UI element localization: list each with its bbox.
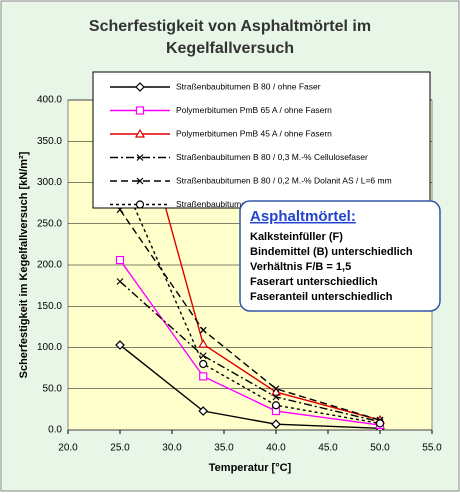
annotation-line: Kalksteinfüller (F) (250, 231, 343, 243)
x-tick-label: 50.0 (370, 443, 390, 454)
legend-label: Straßenbaubitumen B 80 / ohne Faser (176, 81, 321, 91)
y-tick-label: 200.0 (37, 260, 62, 271)
y-tick-label: 50.0 (43, 383, 63, 394)
legend-marker (135, 82, 145, 92)
chart-title: Scherfestigkeit von Asphaltmörtel im (89, 18, 371, 35)
y-tick-label: 350.0 (37, 136, 62, 147)
marker (199, 359, 208, 369)
y-tick-label: 150.0 (37, 301, 62, 312)
marker (271, 419, 281, 430)
marker (375, 419, 385, 428)
marker (115, 255, 125, 265)
x-tick-label: 35.0 (214, 443, 234, 454)
x-tick-label: 30.0 (162, 443, 182, 454)
marker (199, 326, 207, 334)
y-tick-label: 0.0 (48, 425, 62, 436)
y-tick-label: 250.0 (37, 218, 62, 229)
y-tick-label: 400.0 (37, 95, 62, 106)
series-line (119, 209, 381, 421)
x-tick-label: 25.0 (110, 443, 130, 454)
y-axis-label: Scherfestigkeit im Kegelfallversuch [kN/… (18, 151, 30, 378)
y-tick-label: 100.0 (37, 342, 62, 353)
annotation-line: Faserart unterschiedlich (250, 276, 378, 288)
chart-title: Kegelfallversuch (166, 40, 294, 57)
series-line (119, 280, 381, 423)
legend-marker (136, 177, 144, 185)
annotation-line: Verhältnis F/B = 1,5 (250, 261, 351, 273)
legend-label: Straßenbaubitumen B 80 / 0,3 M.-% Cellul… (176, 152, 368, 162)
marker (272, 393, 280, 401)
legend-marker (135, 106, 145, 115)
series-line (119, 173, 381, 425)
legend-label: Polymerbitumen PmB 45 A / ohne Fasern (176, 128, 332, 138)
annotation-title: Asphaltmörtel: (250, 208, 356, 225)
marker (198, 406, 209, 416)
annotation-line: Bindemittel (B) unterschiedlich (250, 246, 413, 258)
x-tick-label: 55.0 (422, 443, 442, 454)
legend-label: Straßenbaubitumen B 80 / 0,2 M.-% Dolani… (176, 175, 392, 185)
marker (272, 385, 280, 393)
series-line (119, 344, 381, 430)
marker (199, 372, 208, 381)
legend-marker (134, 128, 146, 138)
x-tick-label: 20.0 (58, 443, 78, 454)
marker (198, 338, 209, 348)
x-axis-label: Temperatur [°C] (209, 462, 292, 474)
annotation-line: Faseranteil unterschiedlich (250, 291, 393, 303)
y-tick-label: 300.0 (37, 177, 62, 188)
x-tick-label: 40.0 (266, 443, 286, 454)
legend-marker (135, 200, 145, 209)
marker (115, 340, 125, 350)
x-tick-label: 45.0 (318, 443, 338, 454)
legend-label: Polymerbitumen PmB 65 A / ohne Fasern (176, 105, 332, 115)
legend (92, 71, 431, 209)
legend-marker (136, 154, 144, 161)
marker (271, 401, 281, 410)
annotation-box (239, 200, 441, 312)
marker (116, 278, 124, 285)
